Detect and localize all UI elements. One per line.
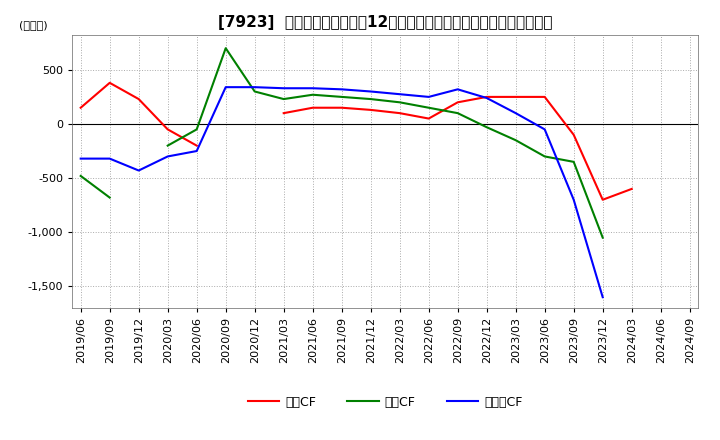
営業CF bbox=[105, 80, 114, 85]
フリーCF bbox=[366, 89, 375, 94]
フリーCF bbox=[221, 84, 230, 90]
フリーCF bbox=[598, 294, 607, 300]
フリーCF bbox=[163, 154, 172, 159]
投資CF bbox=[482, 125, 491, 130]
投資CF bbox=[338, 94, 346, 99]
営業CF bbox=[76, 105, 85, 110]
投資CF bbox=[598, 235, 607, 240]
営業CF bbox=[482, 94, 491, 99]
営業CF bbox=[338, 105, 346, 110]
フリーCF bbox=[395, 92, 404, 97]
営業CF bbox=[570, 132, 578, 137]
フリーCF bbox=[511, 110, 520, 116]
投資CF bbox=[366, 96, 375, 102]
営業CF bbox=[395, 110, 404, 116]
投資CF bbox=[511, 138, 520, 143]
フリーCF bbox=[541, 127, 549, 132]
営業CF bbox=[424, 116, 433, 121]
フリーCF bbox=[454, 87, 462, 92]
営業CF bbox=[308, 105, 317, 110]
営業CF bbox=[541, 94, 549, 99]
フリーCF bbox=[135, 168, 143, 173]
投資CF bbox=[192, 127, 201, 132]
営業CF bbox=[511, 94, 520, 99]
営業CF bbox=[598, 197, 607, 202]
投資CF bbox=[251, 89, 259, 94]
投資CF bbox=[76, 173, 85, 179]
Text: (百万円): (百万円) bbox=[19, 20, 48, 30]
Line: 営業CF: 営業CF bbox=[81, 83, 631, 200]
投資CF bbox=[570, 159, 578, 165]
投資CF bbox=[308, 92, 317, 97]
フリーCF bbox=[570, 197, 578, 202]
フリーCF bbox=[251, 84, 259, 90]
営業CF bbox=[279, 110, 288, 116]
フリーCF bbox=[482, 95, 491, 101]
投資CF bbox=[454, 110, 462, 116]
投資CF bbox=[541, 154, 549, 159]
営業CF bbox=[135, 96, 143, 102]
投資CF bbox=[424, 105, 433, 110]
営業CF bbox=[192, 143, 201, 148]
営業CF bbox=[366, 107, 375, 113]
投資CF bbox=[163, 143, 172, 148]
投資CF bbox=[395, 100, 404, 105]
フリーCF bbox=[338, 87, 346, 92]
営業CF bbox=[627, 186, 636, 191]
フリーCF bbox=[105, 156, 114, 161]
フリーCF bbox=[192, 148, 201, 154]
フリーCF bbox=[424, 94, 433, 99]
フリーCF bbox=[279, 86, 288, 91]
フリーCF bbox=[76, 156, 85, 161]
Line: フリーCF: フリーCF bbox=[81, 87, 603, 297]
投資CF bbox=[279, 96, 288, 102]
投資CF bbox=[105, 195, 114, 200]
投資CF bbox=[221, 46, 230, 51]
フリーCF bbox=[308, 86, 317, 91]
Legend: 営業CF, 投資CF, フリーCF: 営業CF, 投資CF, フリーCF bbox=[243, 391, 528, 414]
Title: [7923]  キャッシュフローの12か月移動合計の対前年同期増減額の推移: [7923] キャッシュフローの12か月移動合計の対前年同期増減額の推移 bbox=[218, 15, 552, 30]
Line: 投資CF: 投資CF bbox=[81, 48, 603, 238]
営業CF bbox=[163, 127, 172, 132]
営業CF bbox=[454, 100, 462, 105]
